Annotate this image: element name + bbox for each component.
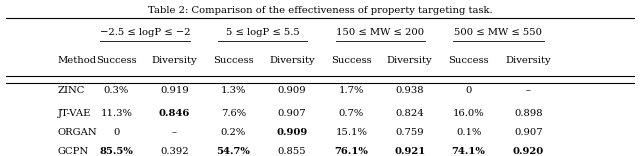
Text: 11.3%: 11.3% [100,109,132,118]
Text: 7.6%: 7.6% [221,109,246,118]
Text: 0.898: 0.898 [514,109,543,118]
Text: Diversity: Diversity [506,56,551,65]
Text: 74.1%: 74.1% [452,147,486,156]
Text: 54.7%: 54.7% [216,147,250,156]
Text: 0.919: 0.919 [160,86,189,95]
Text: Success: Success [96,56,136,65]
Text: ORGAN: ORGAN [58,128,97,137]
Text: 150 ≤ MW ≤ 200: 150 ≤ MW ≤ 200 [337,28,424,37]
Text: 0.3%: 0.3% [104,86,129,95]
Text: GCPN: GCPN [58,147,89,156]
Text: 0.1%: 0.1% [456,128,481,137]
Text: 0.855: 0.855 [278,147,306,156]
Text: 500 ≤ MW ≤ 550: 500 ≤ MW ≤ 550 [454,28,543,37]
Text: –: – [172,128,177,137]
Text: Diversity: Diversity [269,56,315,65]
Text: 0.824: 0.824 [396,109,424,118]
Text: 0: 0 [465,86,472,95]
Text: 5 ≤ logP ≤ 5.5: 5 ≤ logP ≤ 5.5 [226,28,300,37]
Text: Success: Success [213,56,253,65]
Text: Diversity: Diversity [152,56,197,65]
Text: 0.938: 0.938 [396,86,424,95]
Text: Diversity: Diversity [387,56,433,65]
Text: −2.5 ≤ logP ≤ −2: −2.5 ≤ logP ≤ −2 [100,28,191,37]
Text: 0.846: 0.846 [159,109,190,118]
Text: 1.3%: 1.3% [221,86,246,95]
Text: Success: Success [449,56,489,65]
Text: 0.920: 0.920 [513,147,544,156]
Text: ZINC: ZINC [58,86,85,95]
Text: 0.921: 0.921 [394,147,426,156]
Text: 1.7%: 1.7% [339,86,364,95]
Text: –: – [525,86,531,95]
Text: 0.909: 0.909 [278,86,306,95]
Text: 0.759: 0.759 [396,128,424,137]
Text: 15.1%: 15.1% [335,128,367,137]
Text: 0.907: 0.907 [278,109,306,118]
Text: 0.909: 0.909 [276,128,307,137]
Text: 85.5%: 85.5% [99,147,133,156]
Text: 0.7%: 0.7% [339,109,364,118]
Text: JT-VAE: JT-VAE [58,109,92,118]
Text: 0: 0 [113,128,119,137]
Text: Method: Method [58,56,97,65]
Text: Success: Success [331,56,372,65]
Text: 16.0%: 16.0% [453,109,484,118]
Text: 0.907: 0.907 [514,128,543,137]
Text: 76.1%: 76.1% [335,147,368,156]
Text: Table 2: Comparison of the effectiveness of property targeting task.: Table 2: Comparison of the effectiveness… [148,6,492,15]
Text: 0.2%: 0.2% [221,128,246,137]
Text: 0.392: 0.392 [160,147,189,156]
